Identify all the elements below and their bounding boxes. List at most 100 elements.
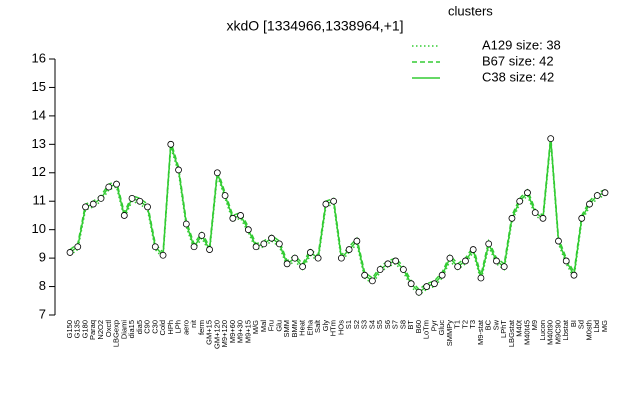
x-tick-label: M9C90 <box>553 320 562 344</box>
x-tick-label: C90 <box>143 320 152 334</box>
legend-label: C38 size: 42 <box>482 69 554 84</box>
x-tick-label: SMM <box>282 320 291 338</box>
data-point <box>198 231 206 239</box>
data-point <box>89 200 97 208</box>
x-tick-label: M40t90 <box>546 320 555 345</box>
data-point <box>400 266 407 273</box>
x-tick-label: G150 <box>65 320 74 338</box>
data-point <box>353 237 361 245</box>
data-point <box>66 249 74 256</box>
data-point <box>291 254 299 262</box>
x-tick-label: M40t45 <box>522 320 531 345</box>
y-tick-label: 9 <box>39 250 46 265</box>
x-tick-label: M9+60 <box>228 320 237 343</box>
y-tick-label: 15 <box>32 79 46 94</box>
data-point <box>562 257 570 265</box>
data-point <box>221 192 229 199</box>
x-tick-label: M9+15 <box>243 320 252 343</box>
x-tick-label: HOs <box>336 320 345 335</box>
x-tick-label: MG <box>600 320 609 332</box>
data-point <box>446 254 454 262</box>
data-point <box>337 254 345 262</box>
x-tick-label: T2 <box>460 320 469 329</box>
x-tick-label: S2 <box>352 320 361 329</box>
data-point <box>392 257 400 265</box>
x-tick-label: ferm <box>197 320 206 335</box>
data-point <box>415 288 423 296</box>
data-point <box>167 140 175 148</box>
x-tick-label: C30 <box>150 320 159 334</box>
x-tick-label: GM+15 <box>205 320 214 345</box>
y-tick-label: 7 <box>39 306 46 321</box>
x-tick-label: Lbstat <box>561 319 570 340</box>
series-line <box>69 135 606 291</box>
x-tick-label: B60 <box>414 320 423 333</box>
data-point <box>229 214 237 222</box>
y-tick-label: 12 <box>32 164 46 179</box>
x-tick-label: M/G <box>251 320 260 334</box>
data-point <box>182 220 190 228</box>
data-point <box>237 212 244 219</box>
data-point <box>128 194 136 202</box>
x-tick-label: BMM <box>290 320 299 338</box>
x-tick-label: BT <box>406 320 415 330</box>
data-point <box>361 271 369 279</box>
x-tick-label: M9-stat <box>476 319 485 345</box>
x-tick-label: S8 <box>398 320 407 329</box>
data-point <box>500 263 508 271</box>
x-tick-label: LBGstat <box>507 319 516 347</box>
x-tick-label: Sd <box>577 320 586 329</box>
x-tick-label: LBGexp <box>112 320 121 347</box>
x-tick-label: Paraq <box>88 320 97 340</box>
data-point <box>105 183 113 191</box>
x-tick-label: S3 <box>360 320 369 329</box>
data-point <box>299 263 307 271</box>
x-tick-label: BC <box>484 319 493 330</box>
y-tick-label: 13 <box>32 136 46 151</box>
x-tick-label: S5 <box>375 320 384 329</box>
x-tick-label: HPh <box>166 320 175 335</box>
series-line <box>69 138 606 294</box>
x-tick-label: Oxctl <box>104 320 113 337</box>
data-point <box>82 203 89 211</box>
x-tick-label: G180 <box>80 320 89 338</box>
x-tick-label: BI <box>569 320 578 327</box>
y-tick-label: 10 <box>32 221 46 236</box>
x-tick-label: Sw <box>491 319 500 330</box>
x-tick-label: Lucon <box>538 320 547 340</box>
data-point <box>508 214 516 222</box>
x-tick-label: nit <box>189 319 198 328</box>
x-tick-label: S7 <box>391 320 400 329</box>
data-point <box>120 212 128 219</box>
data-point <box>524 189 531 197</box>
legend-title: clusters <box>448 3 493 18</box>
data-point <box>268 234 275 242</box>
data-point <box>586 200 593 208</box>
data-point <box>275 240 283 248</box>
x-tick-label: S1 <box>344 320 353 329</box>
x-tick-label: Diami <box>119 320 128 340</box>
data-point <box>306 249 314 256</box>
y-tick-label: 8 <box>39 278 46 293</box>
data-point <box>438 271 446 279</box>
x-tick-label: Gluc <box>437 320 446 336</box>
data-point <box>322 200 330 208</box>
data-point <box>144 203 151 211</box>
x-tick-label: G135 <box>73 320 82 338</box>
chart-title: xkdO [1334966,1338964,+1] <box>226 18 403 34</box>
data-point <box>376 266 384 273</box>
x-tick-label: HTm <box>329 320 338 336</box>
x-tick-label: SMMPy <box>445 320 454 347</box>
data-point <box>462 257 469 265</box>
data-point <box>570 271 578 279</box>
x-tick-label: LPh <box>174 320 183 333</box>
data-point <box>314 254 322 262</box>
data-point <box>493 257 500 265</box>
x-tick-label: M40t <box>515 319 524 337</box>
data-point <box>113 180 120 188</box>
data-point <box>368 277 376 285</box>
x-tick-label: Lbd <box>592 320 601 333</box>
x-tick-label: Etha <box>305 319 314 335</box>
data-point <box>601 189 609 197</box>
data-point <box>283 260 291 268</box>
